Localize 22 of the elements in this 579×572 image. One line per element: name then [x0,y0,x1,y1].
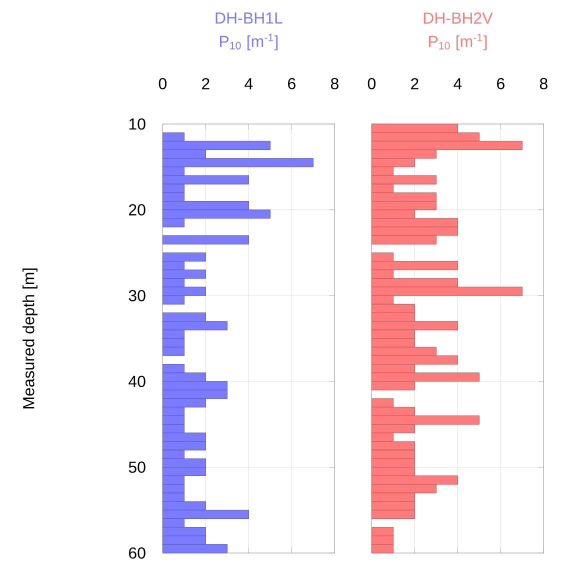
chart-subtitle: P$_{10}$ [m$^{-1}$] [429,34,487,50]
x-tick-label: 4 [454,78,462,90]
y-tick-label: 60 [129,547,146,559]
chart-subtitle: P$_{10}$ [m$^{-1}$] [220,34,278,50]
x-tick-label: 4 [244,78,253,90]
x-tick-label: 8 [330,78,338,90]
x-tick-label: 2 [202,78,210,90]
x-tick-label: 0 [368,78,376,90]
x-tick-label: 6 [288,78,296,90]
chart-title: DH-BH2V [424,12,493,24]
y-tick-label: 40 [128,376,146,388]
bar [162,235,249,244]
y-tick-label: 50 [128,462,146,473]
x-tick-label: 2 [411,78,418,90]
x-tick-label: 8 [540,78,548,90]
x-tick-label: 0 [158,78,167,90]
y-tick-label: 10 [129,118,146,130]
y-tick-label: 20 [128,204,146,216]
x-tick-label: 6 [497,78,504,90]
y-axis-title: Measured depth [m] [22,268,38,408]
chart-title: DH-BH1L [216,12,282,24]
y-tick-label: 30 [128,290,146,302]
